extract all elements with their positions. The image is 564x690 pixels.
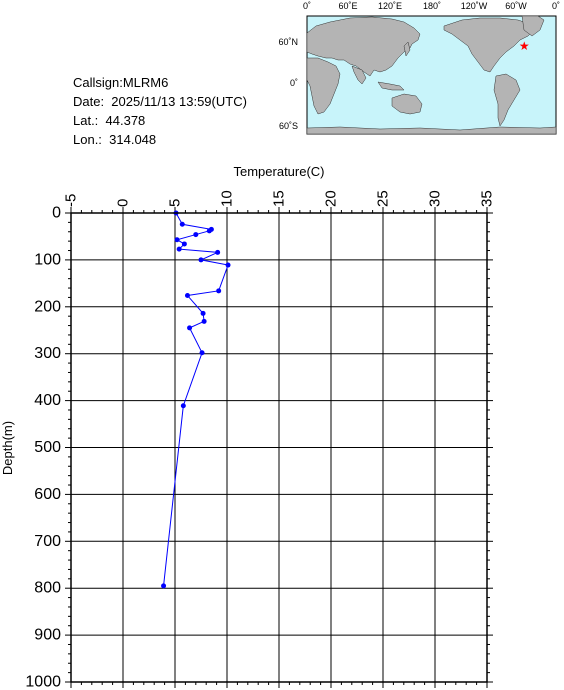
temperature-point (180, 403, 186, 409)
map-lon-label: 0˚ (303, 1, 311, 11)
map-lon-label: 120˚W (461, 1, 488, 11)
y-tick-label: 300 (34, 345, 61, 362)
date-label: Date: 2025/11/13 13:59(UTC) (73, 94, 247, 109)
station-info: Callsign:MLRM6 Date: 2025/11/13 13:59(UT… (73, 73, 247, 149)
location-map: 0˚ 60˚E 120˚E 180˚ 120˚W 60˚W 0˚ 60˚N 0˚… (278, 1, 560, 135)
x-tick-label: 35 (479, 190, 496, 207)
y-tick-labels: 0 100 200 300 400 500 600 700 800 900 1000 (25, 205, 61, 690)
x-axis-label: Temperature(C) (233, 164, 324, 179)
eurasia-landmass (306, 16, 421, 77)
x-tick-labels: -5 0 5 10 15 20 25 30 35 (63, 190, 496, 207)
temperature-point (216, 288, 222, 294)
map-left-labels: 60˚N 0˚ 60˚S (278, 37, 298, 131)
temperature-series-points (161, 210, 231, 589)
temperature-point (173, 210, 179, 216)
map-top-labels: 0˚ 60˚E 120˚E 180˚ 120˚W 60˚W 0˚ (303, 1, 560, 11)
map-land (306, 15, 557, 135)
x-tick-label: 0 (115, 199, 132, 207)
temperature-point (198, 257, 204, 263)
y-tick-label: 100 (34, 251, 61, 268)
y-axis-label: Depth(m) (0, 421, 15, 475)
map-lon-label: 120˚E (378, 1, 402, 11)
x-tick-label: 5 (167, 199, 184, 207)
y-tick-label: 900 (34, 627, 61, 644)
chart-grid (65, 207, 493, 688)
y-tick-label: 500 (34, 439, 61, 456)
temperature-point (176, 246, 182, 252)
temperature-point (208, 226, 214, 232)
latitude-label: Lat.: 44.378 (73, 113, 146, 128)
map-lon-label: 0˚ (552, 1, 560, 11)
longitude-label: Lon.: 314.048 (73, 132, 157, 147)
map-lat-label: 60˚S (279, 121, 298, 131)
temperature-point (201, 318, 207, 324)
x-tick-label: 10 (219, 190, 236, 207)
x-tick-label: 25 (375, 190, 392, 207)
y-tick-label: 200 (34, 298, 61, 315)
temperature-point (174, 237, 180, 243)
x-tick-label: -5 (63, 194, 80, 207)
x-tick-label: 15 (271, 190, 288, 207)
temperature-series-line (163, 212, 229, 586)
temperature-point (225, 262, 231, 268)
y-tick-label: 0 (52, 205, 61, 222)
south-america-landmass (493, 73, 521, 127)
x-tick-label: 20 (323, 190, 340, 207)
y-tick-label: 800 (34, 580, 61, 597)
y-tick-label: 400 (34, 392, 61, 409)
indonesia-landmass (377, 81, 405, 91)
map-lon-label: 60˚E (338, 1, 357, 11)
map-lon-label: 60˚W (505, 1, 527, 11)
y-tick-label: 1000 (25, 674, 61, 690)
y-tick-label: 700 (34, 533, 61, 550)
north-america-landmass (443, 17, 535, 73)
australia-landmass (391, 93, 423, 115)
x-tick-label: 30 (427, 190, 444, 207)
y-tick-label: 600 (34, 486, 61, 503)
india-landmass (351, 65, 367, 85)
map-lon-label: 180˚ (423, 1, 441, 11)
temperature-point (179, 221, 185, 227)
greenland-landmass (521, 15, 545, 37)
antarctica-landmass (306, 126, 557, 135)
temperature-point (184, 293, 190, 299)
temperature-point (206, 228, 212, 234)
temperature-point (215, 249, 221, 255)
temperature-point (187, 325, 193, 331)
temperature-point (161, 583, 167, 589)
temperature-point (200, 310, 206, 316)
plot-frame (70, 212, 488, 683)
japan-landmass (403, 41, 411, 57)
star-icon: ★ (519, 39, 530, 53)
map-lat-label: 60˚N (278, 37, 298, 47)
temperature-point (181, 241, 187, 247)
temperature-point (193, 232, 199, 238)
map-lat-label: 0˚ (290, 78, 298, 88)
africa-landmass (306, 57, 341, 115)
callsign-label: Callsign:MLRM6 (73, 75, 169, 90)
temperature-point (199, 350, 205, 356)
